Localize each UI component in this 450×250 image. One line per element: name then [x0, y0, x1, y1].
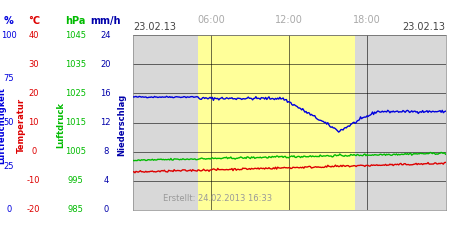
Text: 1035: 1035: [65, 60, 86, 69]
Text: 8: 8: [103, 147, 108, 156]
Text: 10: 10: [28, 118, 39, 127]
Text: 1015: 1015: [65, 118, 86, 127]
Text: Erstellt: 24.02.2013 16:33: Erstellt: 24.02.2013 16:33: [162, 194, 272, 203]
Text: 75: 75: [4, 74, 14, 83]
Bar: [198, 35, 355, 210]
Text: 1005: 1005: [65, 147, 86, 156]
Text: 1025: 1025: [65, 89, 86, 98]
Text: %: %: [4, 16, 14, 26]
Text: 995: 995: [68, 176, 84, 185]
Text: °C: °C: [28, 16, 40, 26]
Text: 24: 24: [100, 30, 111, 40]
Text: Temperatur: Temperatur: [17, 98, 26, 152]
Text: 06:00: 06:00: [197, 15, 225, 25]
Text: 0: 0: [103, 206, 108, 214]
Text: 985: 985: [68, 206, 84, 214]
Text: 23.02.13: 23.02.13: [402, 22, 446, 32]
Text: mm/h: mm/h: [90, 16, 121, 26]
Text: 100: 100: [1, 30, 17, 40]
Text: Niederschlag: Niederschlag: [117, 94, 126, 156]
Text: 23.02.13: 23.02.13: [133, 22, 176, 32]
Text: -20: -20: [27, 206, 40, 214]
Text: 50: 50: [4, 118, 14, 127]
Text: 1045: 1045: [65, 30, 86, 40]
Text: Luftdruck: Luftdruck: [56, 102, 65, 148]
Text: 20: 20: [28, 89, 39, 98]
Text: Luftfeuchtigkeit: Luftfeuchtigkeit: [0, 86, 7, 164]
Text: 20: 20: [100, 60, 111, 69]
Text: -10: -10: [27, 176, 40, 185]
Text: 12:00: 12:00: [275, 15, 303, 25]
Text: 4: 4: [103, 176, 108, 185]
Text: 18:00: 18:00: [353, 15, 381, 25]
Text: 40: 40: [28, 30, 39, 40]
Text: 25: 25: [4, 162, 14, 171]
Text: 0: 0: [6, 206, 12, 214]
Text: 0: 0: [31, 147, 36, 156]
Text: 30: 30: [28, 60, 39, 69]
Text: hPa: hPa: [65, 16, 86, 26]
Text: 16: 16: [100, 89, 111, 98]
Text: 12: 12: [100, 118, 111, 127]
